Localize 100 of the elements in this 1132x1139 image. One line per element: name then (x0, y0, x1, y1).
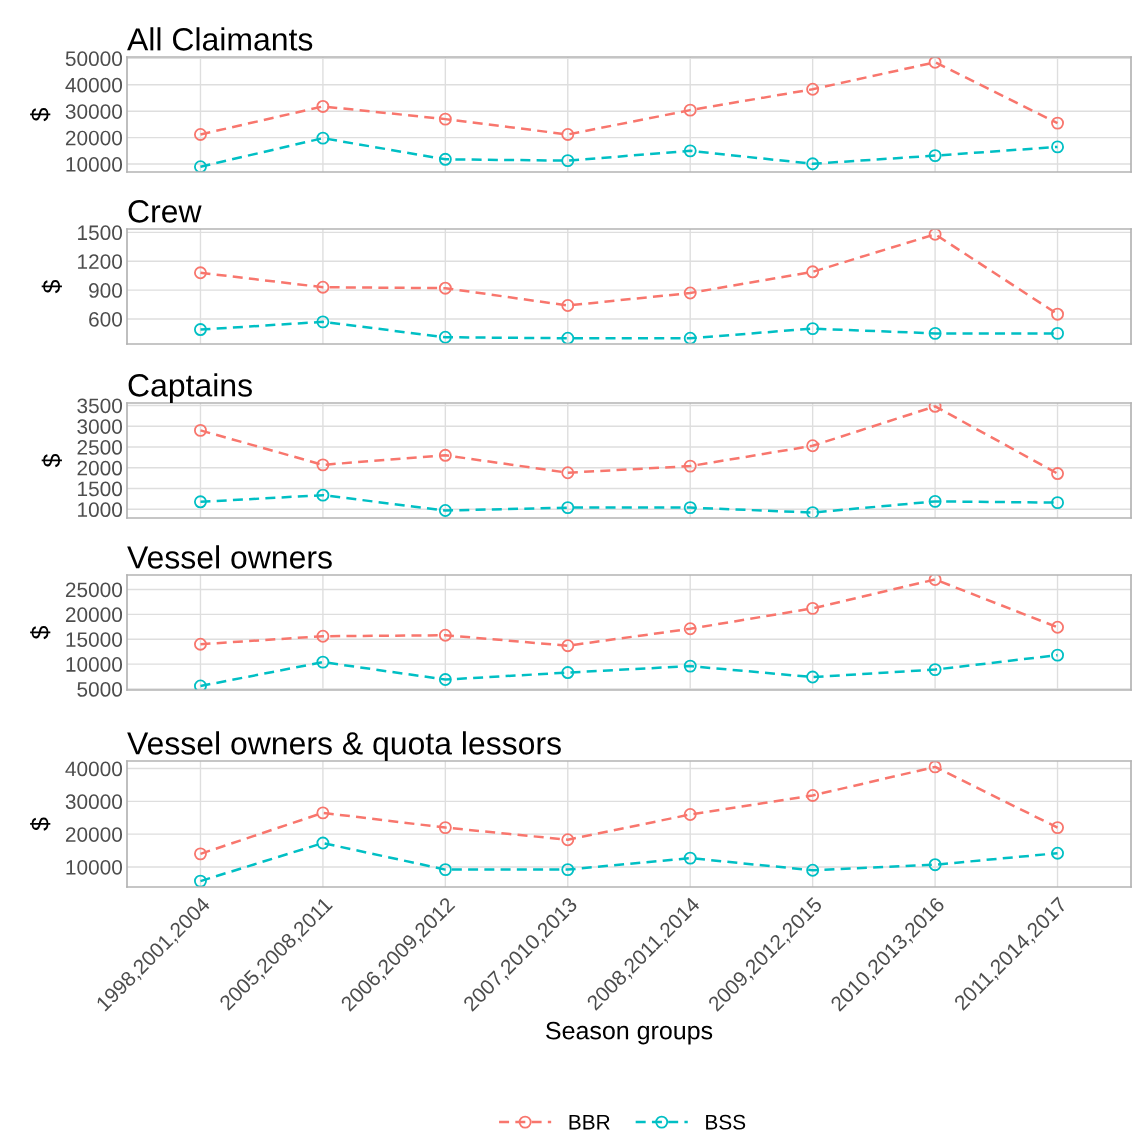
point (438, 673, 452, 687)
y-tick-label: 25000 (65, 582, 123, 598)
y-tick-label: 1000 (78, 502, 123, 518)
y-tick-label: 5000 (77, 682, 123, 697)
y-tick-label: 20000 (65, 827, 123, 842)
point (806, 601, 820, 615)
point (438, 821, 452, 835)
point (194, 495, 207, 509)
point (1051, 307, 1064, 321)
point (561, 154, 575, 168)
point (928, 494, 942, 508)
point (683, 103, 697, 117)
y-tick-label: 40000 (65, 77, 123, 93)
point (316, 315, 330, 329)
point (316, 131, 330, 145)
point (928, 57, 942, 69)
point (438, 112, 452, 126)
y-tick-label: 30000 (65, 104, 123, 119)
point (316, 99, 330, 113)
chart-title: Crew (128, 200, 202, 223)
point (806, 322, 820, 336)
point (561, 666, 575, 680)
point (1051, 821, 1064, 835)
point (683, 144, 697, 158)
point (194, 874, 207, 887)
point (438, 152, 452, 166)
point (806, 863, 820, 877)
y-tick-label: 1500 (78, 225, 123, 241)
point (1051, 116, 1064, 130)
point (928, 403, 942, 413)
legend-label: BSS (706, 1114, 746, 1130)
point (561, 501, 575, 515)
point (928, 761, 942, 774)
y-tick-label: 40000 (65, 761, 123, 777)
point (1051, 496, 1064, 510)
point (1051, 846, 1064, 860)
y-axis-title: $ (41, 279, 62, 294)
y-tick-label: 10000 (66, 157, 123, 172)
point (683, 659, 697, 673)
point (194, 847, 207, 861)
y-tick-label: 50000 (65, 51, 123, 67)
y-axis-title: $ (30, 107, 51, 122)
y-axis-title: $ (30, 625, 51, 640)
chart-title: All Claimants (127, 27, 313, 51)
point (806, 82, 820, 96)
y-tick-label: 20000 (65, 607, 123, 623)
y-tick-label: 3000 (77, 419, 123, 434)
point (316, 806, 330, 820)
y-tick-label: 3500 (77, 398, 123, 414)
point (316, 488, 330, 502)
y-tick-label: 20000 (65, 130, 123, 146)
point (928, 229, 942, 241)
x-axis-title: Season groups (546, 1021, 713, 1045)
point (194, 637, 207, 651)
point (316, 655, 330, 669)
point (561, 863, 575, 877)
point (806, 439, 820, 453)
y-tick-label: 2000 (77, 460, 123, 476)
point (806, 788, 820, 802)
y-axis-title: $ (41, 453, 62, 468)
point (1051, 467, 1064, 481)
point (194, 266, 207, 280)
chart-title: Vessel owners (127, 545, 332, 569)
point (561, 833, 575, 847)
point (683, 622, 697, 636)
point (194, 423, 207, 437)
point (806, 670, 820, 684)
point (683, 851, 697, 865)
y-tick-label: 900 (89, 283, 123, 298)
y-tick-label: 10000 (66, 657, 123, 672)
point (1051, 620, 1064, 634)
point (1051, 326, 1064, 340)
point (438, 628, 452, 642)
point (683, 459, 697, 473)
point (683, 331, 697, 344)
point (928, 326, 942, 340)
y-tick-label: 15000 (66, 632, 123, 647)
point (561, 299, 575, 312)
chart-title: Captains (128, 373, 252, 403)
point (1051, 140, 1064, 154)
point (316, 629, 330, 643)
point (561, 127, 575, 141)
point (561, 331, 575, 344)
y-tick-label: 30000 (65, 794, 123, 810)
point (438, 863, 452, 877)
point (194, 127, 207, 141)
chart-title: Vessel owners & quota lessors (127, 731, 561, 761)
point (561, 639, 575, 653)
y-tick-label: 2500 (77, 440, 123, 455)
point (438, 448, 452, 462)
point (683, 501, 697, 515)
y-tick-label: 1500 (78, 481, 123, 497)
point (316, 458, 330, 472)
y-tick-label: 1200 (78, 254, 123, 269)
y-tick-label: 10000 (66, 859, 123, 875)
point (683, 286, 697, 300)
point (194, 679, 207, 690)
point (194, 323, 207, 337)
point (561, 466, 575, 480)
y-tick-label: 600 (89, 311, 123, 327)
